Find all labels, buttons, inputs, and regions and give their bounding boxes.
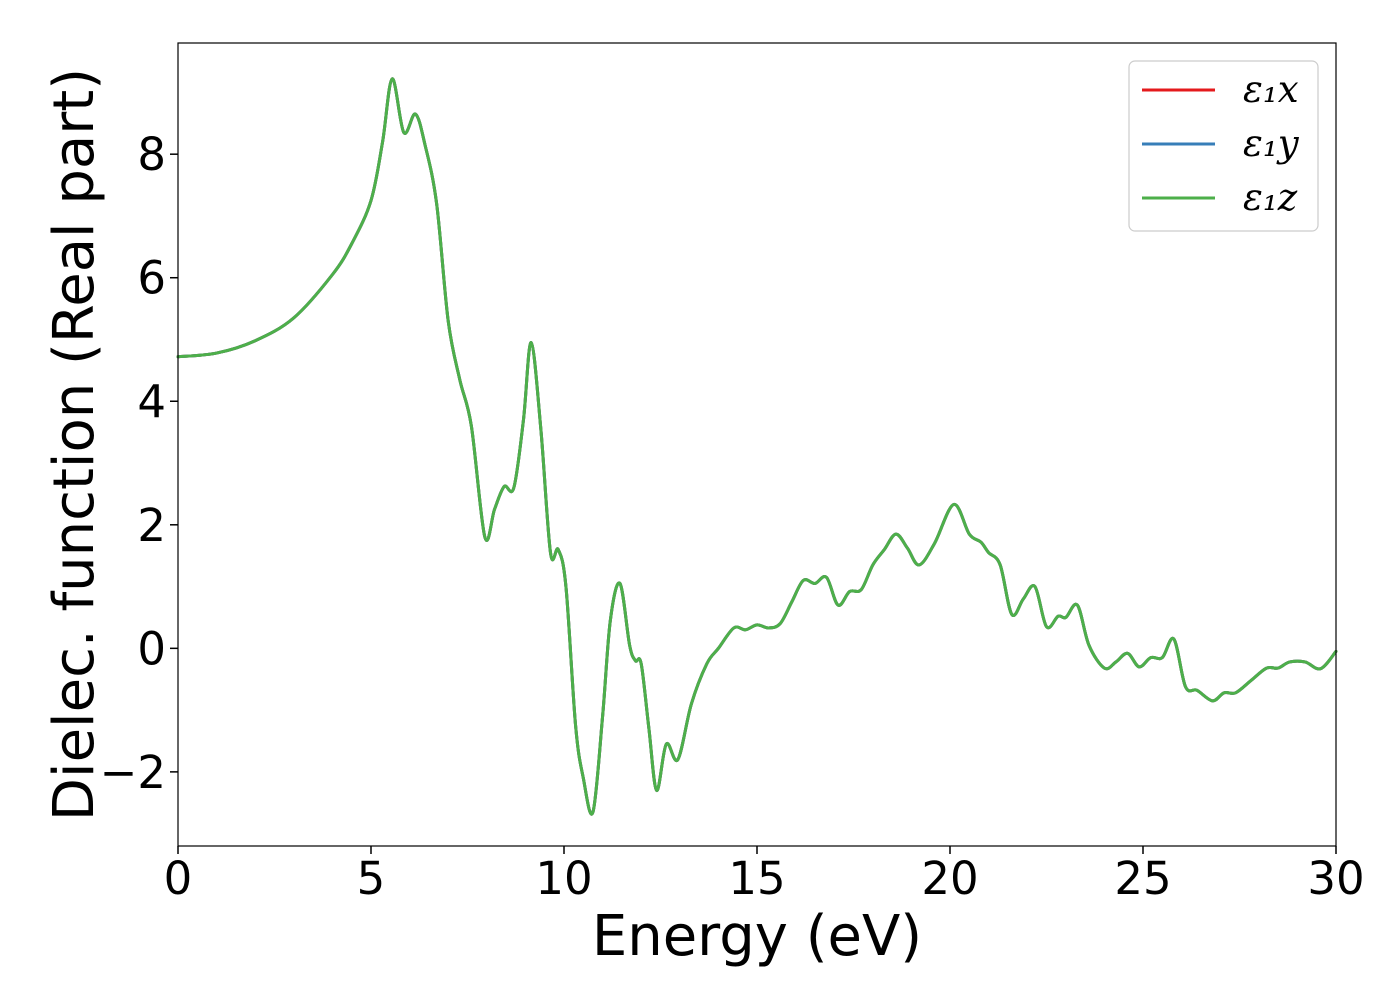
- x-tick-label: 10: [535, 852, 592, 905]
- series-layer: [176, 77, 1338, 816]
- series-line-2: [176, 77, 1338, 816]
- x-tick-label: 20: [921, 852, 978, 905]
- legend: ε₁x ε₁y ε₁z: [1128, 60, 1319, 232]
- y-axis-label: Dielec. function (Real part): [42, 68, 107, 821]
- x-axis-label: Energy (eV): [592, 904, 922, 969]
- y-tick-label: 8: [137, 128, 166, 181]
- legend-label-1: ε₁y: [1243, 122, 1300, 165]
- x-tick-label: 30: [1307, 852, 1364, 905]
- x-tick-label: 5: [357, 852, 386, 905]
- legend-box: [1128, 60, 1319, 232]
- legend-label-2: ε₁z: [1243, 176, 1298, 219]
- legend-items: ε₁x ε₁y ε₁z: [1142, 68, 1300, 219]
- y-tick-label: −2: [100, 746, 166, 799]
- x-tick-label: 0: [164, 852, 193, 905]
- y-tick-label: 4: [137, 375, 166, 428]
- y-tick-label: 2: [137, 499, 166, 552]
- y-axis: −2 0 2 4 6 8: [100, 128, 178, 799]
- legend-label-0: ε₁x: [1243, 68, 1299, 111]
- y-tick-label: 6: [137, 252, 166, 305]
- y-tick-label: 0: [137, 622, 166, 675]
- x-tick-label: 15: [728, 852, 785, 905]
- x-tick-label: 25: [1114, 852, 1171, 905]
- x-axis: 0 5 10 15 20 25 30: [164, 846, 1365, 905]
